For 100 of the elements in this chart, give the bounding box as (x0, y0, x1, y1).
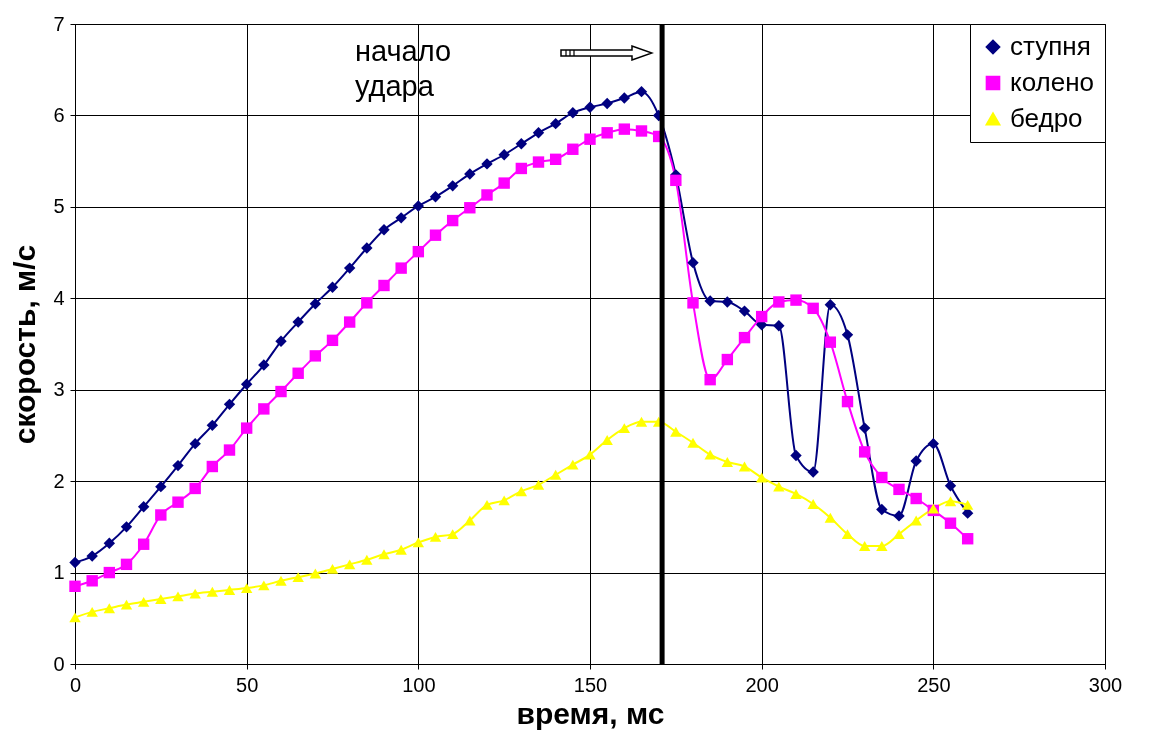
point (515, 162, 528, 175)
point (155, 480, 167, 493)
point (773, 481, 785, 492)
x-tick-label: 200 (745, 673, 779, 696)
point (910, 455, 922, 467)
point (824, 298, 837, 311)
point (361, 554, 373, 565)
point (618, 123, 631, 135)
point (412, 537, 425, 548)
point (893, 510, 905, 522)
point (876, 503, 888, 516)
point (773, 296, 785, 308)
point (721, 296, 734, 308)
point (670, 426, 682, 437)
point (635, 125, 648, 137)
point (532, 156, 545, 168)
point (206, 419, 219, 432)
point (790, 489, 802, 499)
point (86, 575, 98, 587)
point (601, 97, 613, 110)
point (876, 471, 888, 484)
point (567, 143, 579, 155)
point (532, 479, 545, 490)
point (481, 158, 493, 170)
point (326, 334, 339, 347)
point (481, 189, 493, 201)
point (858, 446, 871, 458)
point (189, 588, 201, 599)
x-tick-label: 300 (1088, 673, 1123, 696)
x-tick-label: 100 (402, 673, 436, 696)
point (721, 457, 734, 467)
point (549, 117, 562, 130)
point (378, 549, 390, 560)
point (858, 541, 871, 551)
point (395, 212, 407, 224)
point (824, 336, 837, 348)
point (567, 459, 579, 470)
point (635, 85, 648, 98)
point (704, 373, 716, 386)
point (155, 509, 167, 521)
point (326, 563, 339, 574)
point (137, 538, 150, 550)
point (601, 435, 613, 445)
point (240, 422, 253, 434)
point (515, 486, 528, 497)
point (258, 359, 270, 371)
point (361, 242, 373, 254)
point (961, 533, 974, 545)
point (704, 449, 716, 460)
legend-label: колено (1010, 67, 1095, 97)
point (687, 437, 699, 448)
point (275, 335, 287, 347)
point (206, 460, 219, 473)
x-tick-label: 0 (69, 673, 82, 696)
point (69, 580, 81, 592)
point (240, 583, 253, 594)
point (326, 281, 339, 294)
point (292, 367, 304, 379)
point (567, 106, 579, 119)
point (429, 531, 442, 542)
point (704, 295, 716, 307)
point (309, 298, 322, 310)
point (446, 529, 459, 540)
point (687, 297, 699, 309)
point (275, 385, 287, 398)
point (446, 214, 459, 227)
point (464, 515, 476, 526)
point (292, 316, 304, 328)
y-tick-label: 4 (53, 286, 65, 309)
point (841, 395, 854, 408)
point (824, 512, 837, 523)
point (841, 329, 854, 341)
point (532, 127, 545, 139)
point (618, 423, 631, 434)
y-tick-label: 7 (53, 12, 65, 35)
point (738, 461, 751, 472)
y-tick-label: 5 (53, 195, 65, 218)
point (69, 556, 81, 569)
point (343, 262, 356, 274)
point (944, 496, 957, 507)
point (206, 586, 219, 597)
point (601, 127, 613, 139)
point (189, 482, 201, 495)
point (618, 92, 631, 104)
x-tick-label: 50 (236, 673, 259, 696)
point (412, 245, 425, 258)
point (223, 585, 236, 595)
point (893, 529, 905, 540)
point (223, 398, 236, 411)
point (258, 403, 270, 415)
point (807, 466, 819, 478)
point (137, 501, 150, 513)
point (223, 444, 236, 456)
point (172, 496, 184, 508)
point (549, 469, 562, 480)
point (309, 350, 322, 362)
point (790, 449, 802, 462)
point (807, 499, 819, 509)
point (738, 305, 751, 317)
point (309, 568, 322, 579)
